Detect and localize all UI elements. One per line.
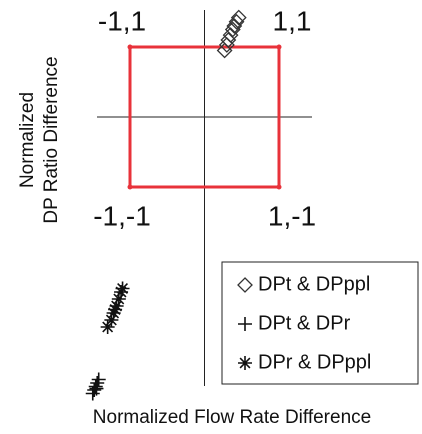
point xyxy=(237,277,253,293)
point xyxy=(108,302,123,317)
marker-shape xyxy=(114,285,129,299)
point xyxy=(238,317,252,331)
y-axis-label: DP Ratio Difference xyxy=(41,56,62,223)
point xyxy=(115,281,130,296)
point xyxy=(100,320,115,334)
point xyxy=(104,313,119,327)
marker-shape xyxy=(100,320,115,334)
point xyxy=(87,383,102,397)
point xyxy=(89,381,104,396)
marker-shape xyxy=(109,299,124,313)
marker-shape xyxy=(230,9,247,26)
marker-shape xyxy=(238,317,252,331)
corner-dot xyxy=(127,44,133,50)
point xyxy=(216,42,233,59)
legend-label: DPt & DPr xyxy=(258,312,351,334)
x-axis-label: Normalized Flow Rate Difference xyxy=(93,407,371,428)
legend-label: DPt & DPppl xyxy=(258,273,370,295)
marker-shape xyxy=(104,313,119,327)
marker-shape xyxy=(228,13,245,30)
point xyxy=(218,36,235,53)
marker-shape xyxy=(237,277,253,293)
corner-dot xyxy=(276,184,282,190)
point xyxy=(238,356,252,370)
point xyxy=(91,372,106,387)
point xyxy=(228,13,245,30)
point xyxy=(230,9,247,26)
corner-dot xyxy=(276,44,282,50)
marker-shape xyxy=(218,36,235,53)
marker-shape xyxy=(220,32,237,48)
marker-shape xyxy=(87,383,102,397)
point xyxy=(220,32,237,48)
marker-shape xyxy=(115,281,130,296)
point xyxy=(114,285,129,299)
y-axis-label: Normalized xyxy=(17,92,38,188)
point xyxy=(109,299,124,313)
marker-shape xyxy=(89,381,104,396)
corner-label: 1,-1 xyxy=(268,200,316,231)
corner-dot xyxy=(127,184,133,190)
point xyxy=(111,292,126,306)
marker-shape xyxy=(91,372,106,387)
marker-shape xyxy=(106,306,121,320)
legend xyxy=(221,261,419,385)
point xyxy=(106,306,121,320)
corner-label: 1,1 xyxy=(273,5,312,36)
marker-shape xyxy=(111,292,126,306)
corner-label: -1,-1 xyxy=(93,200,151,231)
marker-shape xyxy=(216,42,233,59)
legend-label: DPr & DPppl xyxy=(258,351,371,373)
marker-shape xyxy=(238,356,252,370)
corner-label: -1,1 xyxy=(98,5,146,36)
marker-shape xyxy=(108,302,123,317)
